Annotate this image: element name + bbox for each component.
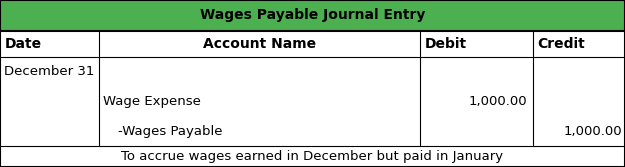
Text: Debit: Debit — [424, 37, 466, 51]
Text: Credit: Credit — [537, 37, 584, 51]
Bar — [0, 0, 625, 31]
Bar — [0, 31, 625, 167]
Text: Account Name: Account Name — [202, 37, 316, 51]
Text: Wages Payable Journal Entry: Wages Payable Journal Entry — [200, 9, 425, 22]
Text: Date: Date — [4, 37, 41, 51]
Text: December 31: December 31 — [4, 65, 95, 78]
Text: -Wages Payable: -Wages Payable — [118, 125, 222, 138]
Text: To accrue wages earned in December but paid in January: To accrue wages earned in December but p… — [121, 150, 504, 163]
Text: 1,000.00: 1,000.00 — [469, 95, 528, 108]
Text: Wage Expense: Wage Expense — [103, 95, 201, 108]
Text: 1,000.00: 1,000.00 — [563, 125, 622, 138]
